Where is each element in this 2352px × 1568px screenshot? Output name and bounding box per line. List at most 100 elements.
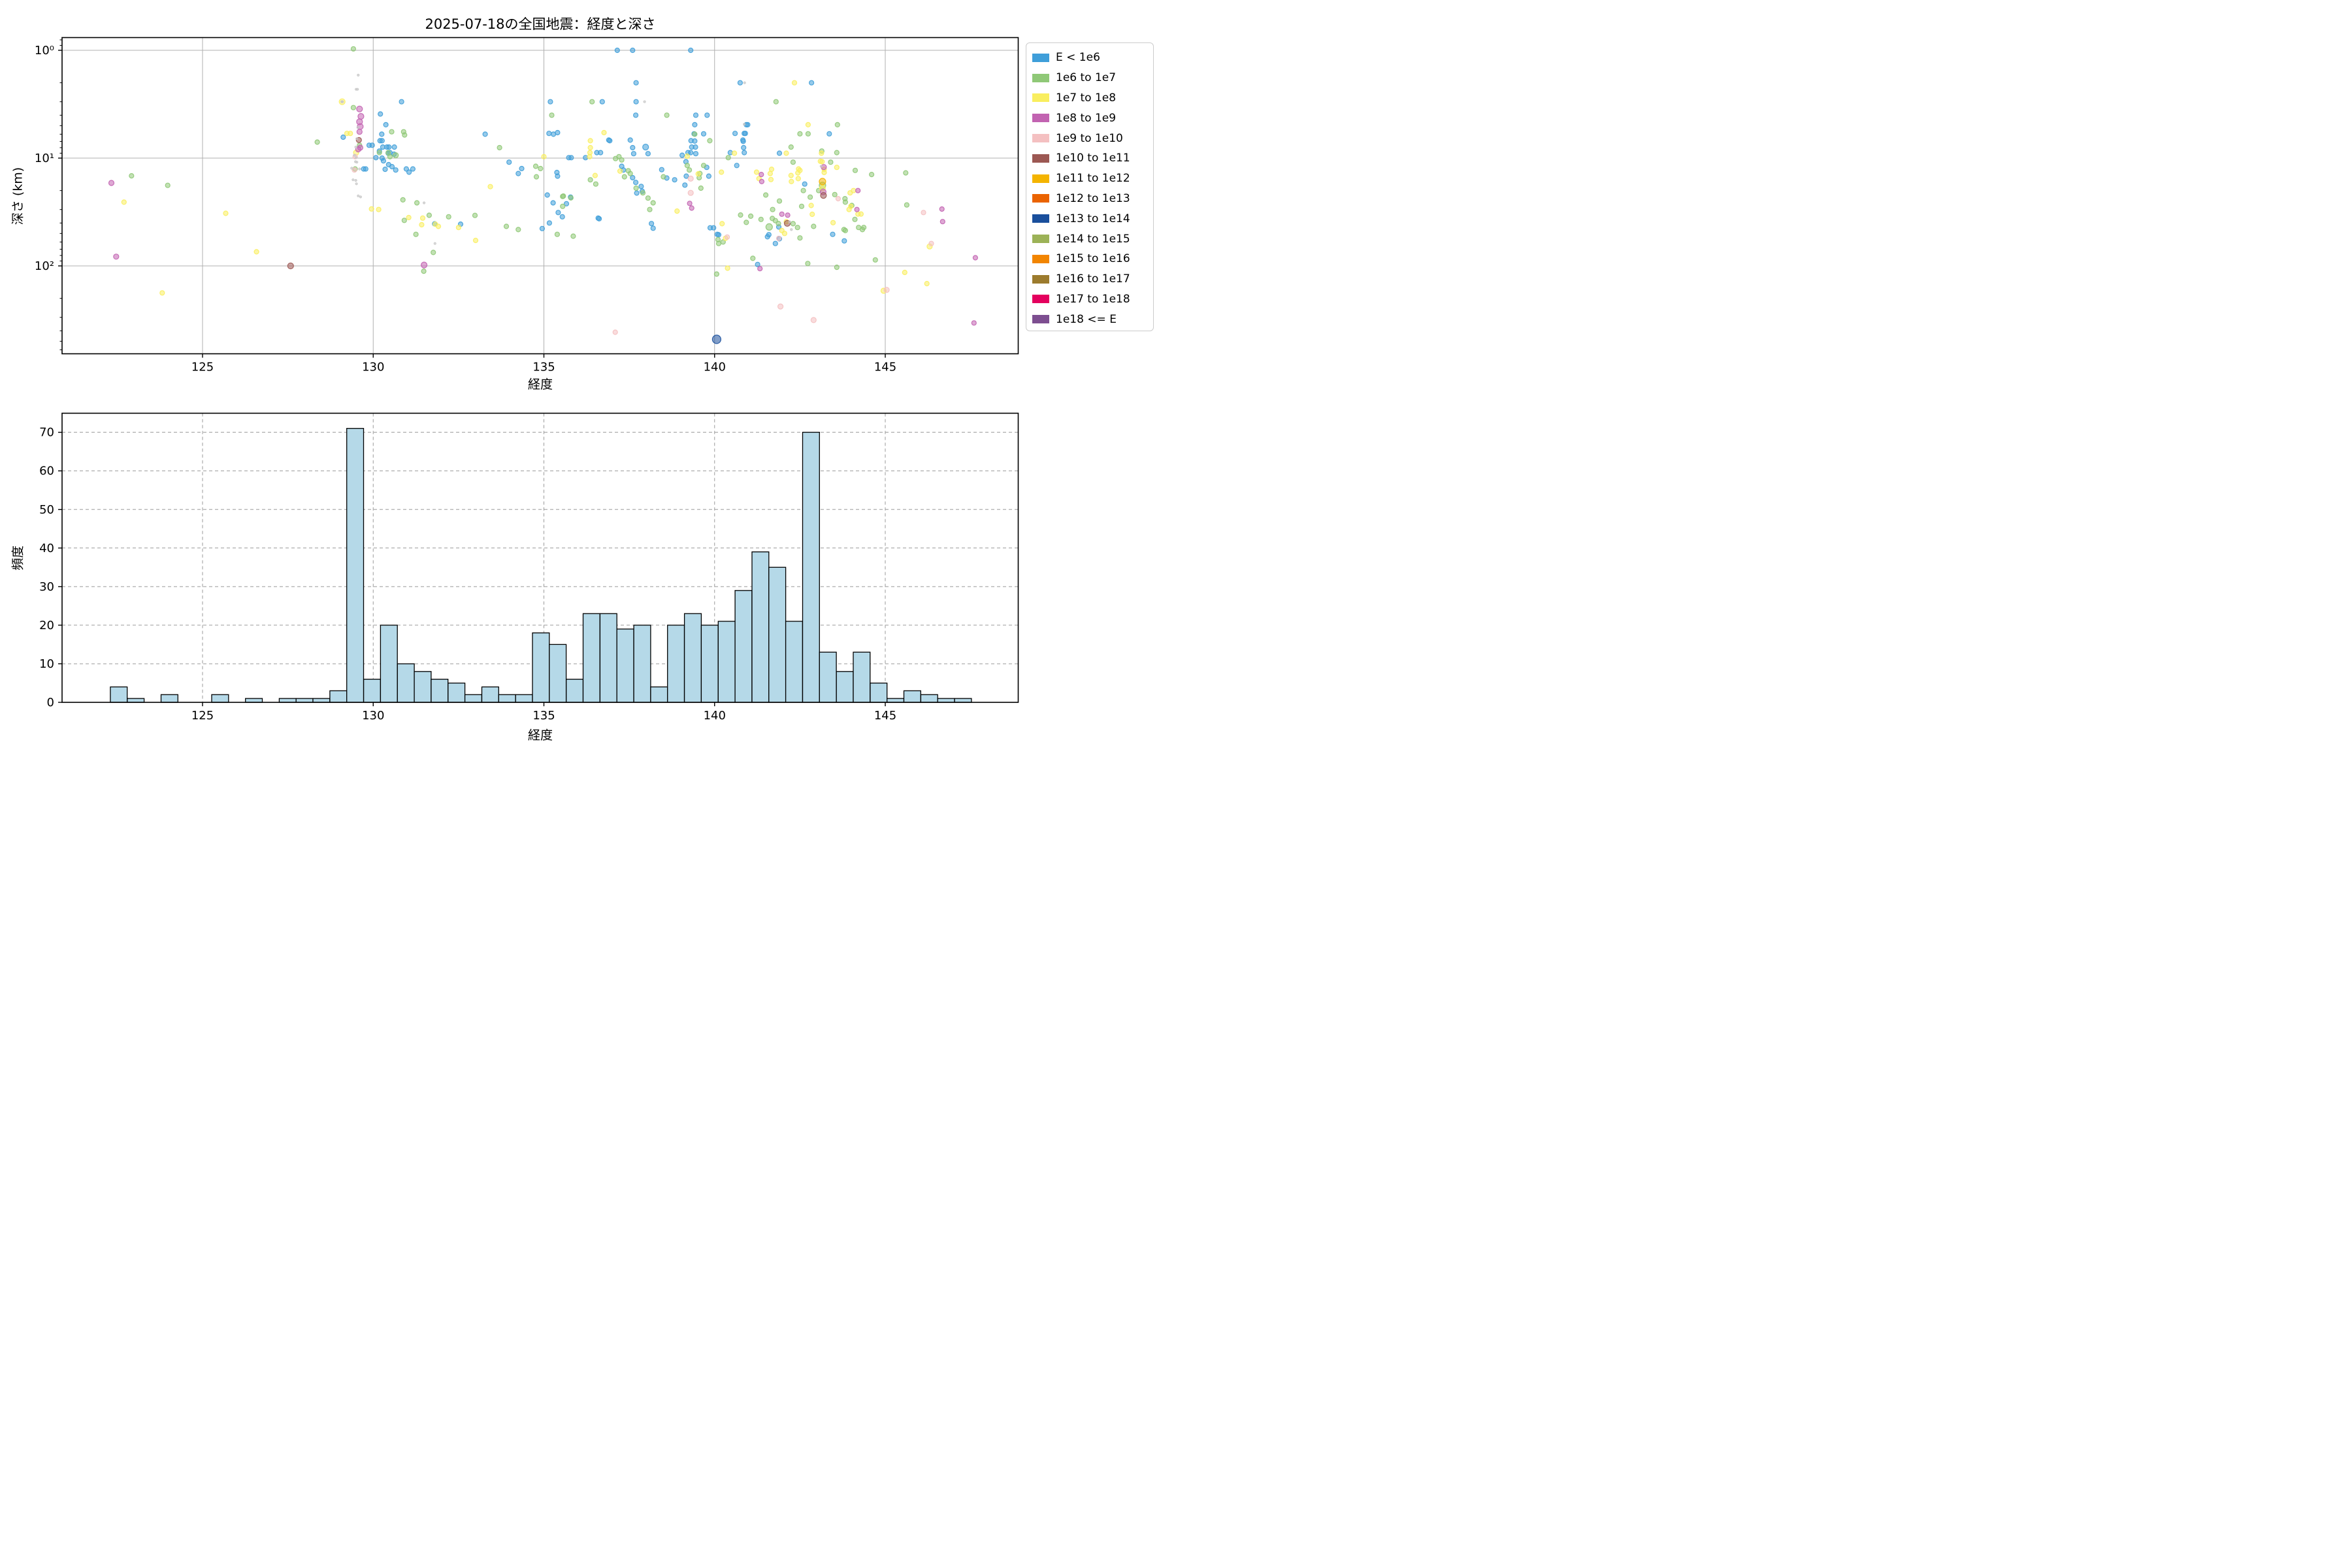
scatter-point <box>834 265 840 270</box>
hist-bar <box>397 663 415 703</box>
scatter-point <box>872 257 878 263</box>
legend-item-label: 1e6 to 1e7 <box>1056 71 1117 85</box>
scatter-point <box>939 219 945 225</box>
scatter-point <box>547 99 553 105</box>
scatter-point <box>789 178 794 184</box>
scatter-point <box>687 175 694 182</box>
scatter-point <box>692 131 698 137</box>
scatter-point <box>596 216 602 221</box>
scatter-point <box>790 228 793 231</box>
scatter-point <box>354 156 358 159</box>
scatter-point <box>420 261 428 269</box>
scatter-point <box>630 174 636 181</box>
scatter-point <box>589 99 595 105</box>
scatter-point <box>472 237 479 244</box>
legend-color-chip <box>1032 274 1049 284</box>
scatter-point <box>587 144 593 151</box>
scatter-point <box>679 152 685 158</box>
scatter-point <box>568 155 574 161</box>
legend-color-chip <box>1032 114 1049 123</box>
scatter-point <box>802 181 808 187</box>
scatter-point <box>790 221 796 227</box>
scatter-x-tick-label: 130 <box>362 361 384 374</box>
scatter-point <box>797 167 803 173</box>
scatter-point <box>807 194 813 200</box>
hist-bar <box>329 690 348 703</box>
scatter-point <box>732 131 738 137</box>
hist-bar <box>616 629 634 703</box>
legend-item: 1e14 to 1e15 <box>1032 229 1153 249</box>
scatter-point <box>797 235 803 241</box>
hist-bar <box>887 698 905 703</box>
hist-y-tick-label: 40 <box>39 542 54 555</box>
scatter-point <box>928 240 934 246</box>
scatter-point <box>539 225 546 231</box>
scatter-point <box>632 112 639 118</box>
scatter-point <box>550 200 556 206</box>
hist-y-tick-label: 60 <box>39 465 54 478</box>
hist-bar <box>853 651 871 703</box>
scatter-point <box>684 154 691 159</box>
scatter-point <box>159 290 165 296</box>
scatter-point <box>386 144 392 150</box>
hist-bar <box>245 698 263 703</box>
scatter-x-tick-label: 145 <box>874 361 896 374</box>
hist-x-tick-label: 145 <box>874 709 896 723</box>
hist-bar <box>717 621 736 703</box>
scatter-point <box>688 150 694 155</box>
legend-item-label: 1e11 to 1e12 <box>1056 172 1130 186</box>
hist-y-tick-label: 20 <box>39 619 54 632</box>
hist-y-tick-label: 70 <box>39 426 54 440</box>
histogram-plot: 125 130 135 140 145 0 10 20 30 40 50 60 70 <box>39 412 1019 723</box>
scatter-point <box>695 171 701 177</box>
hist-bar <box>650 686 668 703</box>
earthquake-figure: 125 130 135 140 145 10⁰ 10¹ 10² 125 130 135 140 145 0… <box>0 0 1176 784</box>
scatter-point <box>805 131 811 137</box>
scatter-point <box>433 242 436 245</box>
scatter-point <box>357 113 365 120</box>
scatter-point <box>776 235 782 241</box>
scatter-point <box>688 47 694 54</box>
scatter-x-tick-label: 125 <box>191 361 214 374</box>
hist-bar <box>312 698 331 703</box>
scatter-point <box>399 99 404 105</box>
hist-y-tick-label: 50 <box>39 503 54 517</box>
scatter-point <box>779 211 785 217</box>
scatter-point <box>287 262 294 270</box>
scatter-point <box>820 192 827 199</box>
scatter-point <box>743 81 746 84</box>
scatter-point <box>638 184 644 189</box>
scatter-point <box>759 172 764 178</box>
scatter-point <box>393 152 399 159</box>
scatter-point <box>858 211 864 217</box>
legend-item: 1e15 to 1e16 <box>1032 249 1153 269</box>
scatter-point <box>743 123 746 126</box>
histogram-ylabel: 頻度 <box>10 545 25 571</box>
scatter-point <box>619 157 625 163</box>
scatter-point <box>561 193 566 199</box>
legend-item: E < 1e6 <box>1032 48 1153 68</box>
scatter-point <box>902 269 907 276</box>
hist-bar <box>802 431 820 703</box>
scatter-point <box>834 165 840 171</box>
scatter-point <box>497 144 502 151</box>
scatter-point <box>939 206 945 212</box>
scatter-point <box>354 146 357 149</box>
scatter-point <box>707 138 713 144</box>
scatter-point <box>592 172 598 178</box>
legend-color-chip <box>1032 194 1049 203</box>
scatter-point <box>768 167 775 172</box>
scatter-ylabel: 深さ (km) <box>10 167 25 225</box>
figure-title: 2025-07-18の全国地震：経度と深さ <box>425 16 656 32</box>
scatter-point <box>560 203 566 209</box>
scatter-point <box>630 144 636 151</box>
scatter-point <box>776 221 781 227</box>
legend-color-chip <box>1032 174 1049 183</box>
scatter-point <box>351 167 357 173</box>
scatter-point <box>808 80 815 86</box>
scatter-point <box>776 150 783 156</box>
scatter-point <box>776 198 783 204</box>
scatter-point <box>661 174 666 180</box>
scatter-point <box>687 201 693 206</box>
plots-canvas: 125 130 135 140 145 10⁰ 10¹ 10² 125 130 135 140 145 0… <box>35 37 1019 723</box>
